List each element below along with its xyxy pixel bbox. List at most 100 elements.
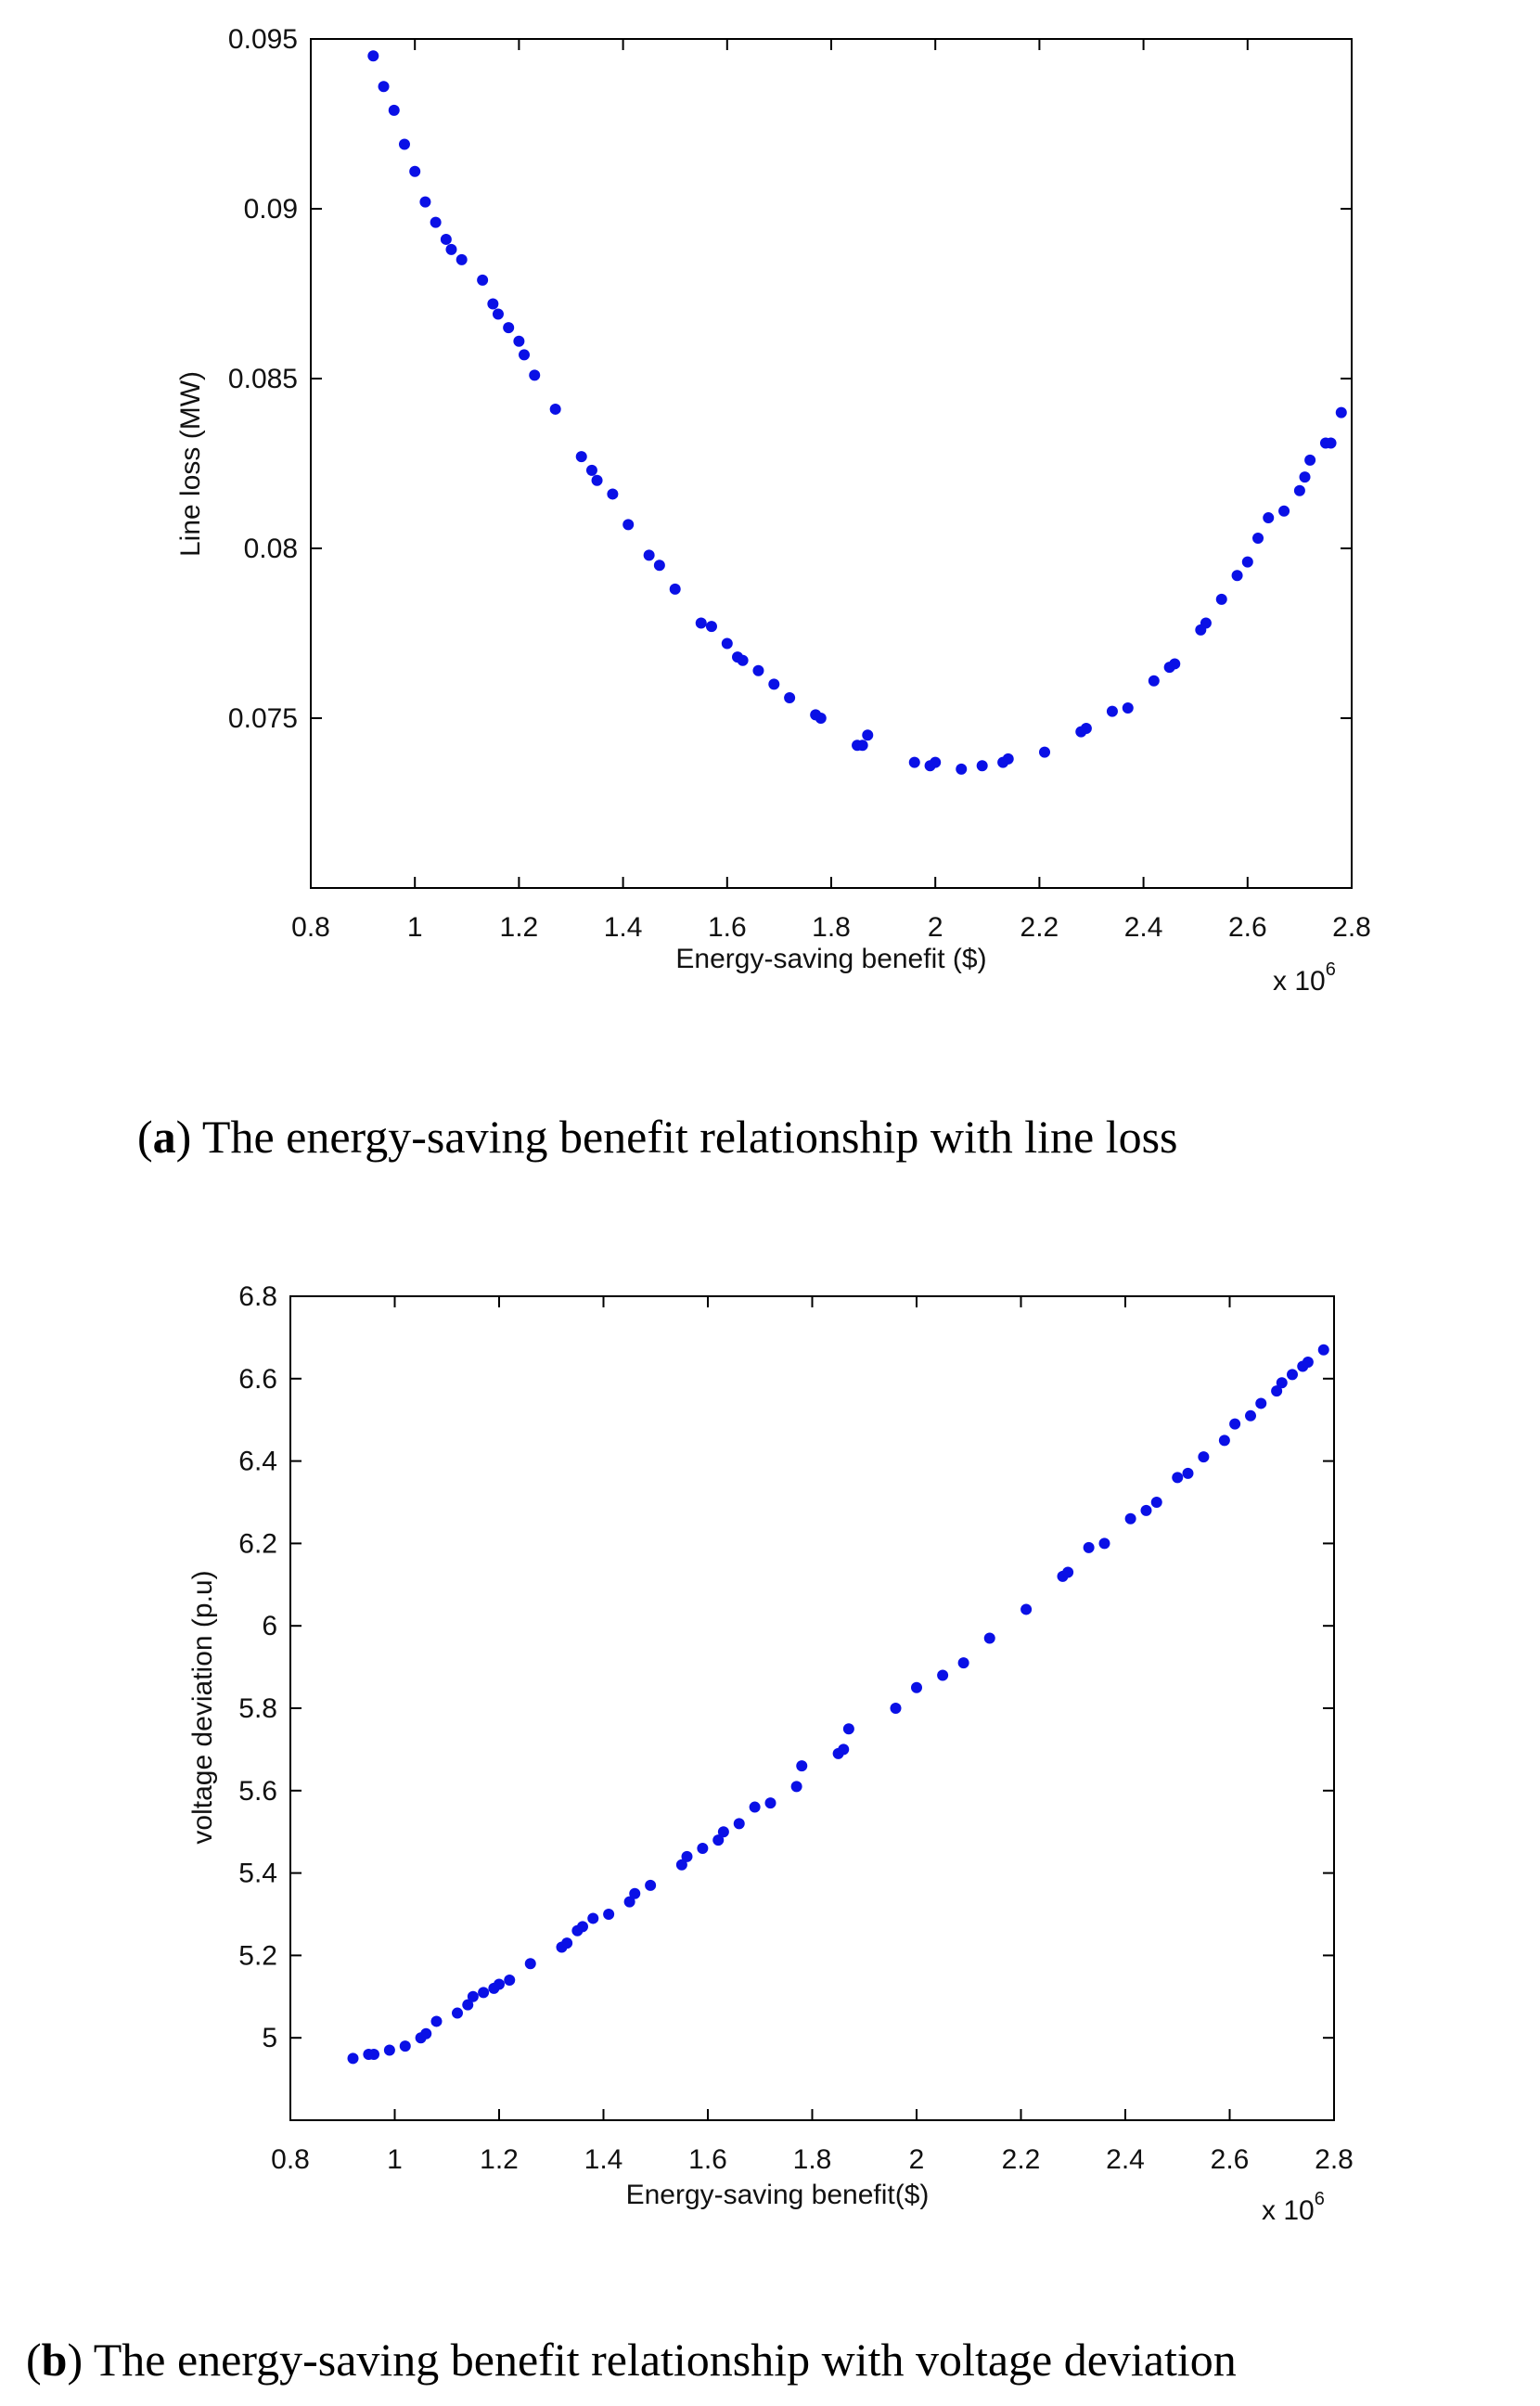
chart-b-y-tick-label: 5.4: [238, 1859, 277, 1889]
chart-b-data-point: [452, 2007, 463, 2019]
chart-b-y-tick-label: 5.2: [238, 1940, 277, 1971]
chart-a-data-point: [519, 349, 531, 361]
chart-a-data-point: [409, 165, 421, 177]
chart-b-x-tick-label: 2: [909, 2144, 925, 2175]
chart-a-x-tick-label: 1.2: [500, 912, 539, 943]
chart-b-data-point: [645, 1879, 657, 1891]
chart-a-data-point: [653, 560, 665, 572]
chart-a-y-tick-label: 0.075: [228, 703, 298, 734]
chart-b-data-point: [1150, 1497, 1162, 1508]
chart-a-x-tick-label: 2: [928, 912, 943, 943]
caption-b-letter: b: [42, 2334, 68, 2386]
chart-a-data-point: [1231, 570, 1243, 582]
chart-b-data-point: [629, 1887, 641, 1899]
chart-a-data-point: [419, 196, 431, 208]
chart-b-y-tick-label: 6.6: [238, 1364, 277, 1395]
chart-a-x-tick-label: 1: [407, 912, 423, 943]
chart-a-data-point: [607, 488, 619, 500]
chart-b-y-tick-label: 6.2: [238, 1528, 277, 1559]
chart-b-data-point: [478, 1987, 490, 1999]
chart-a-x-tick-label: 1.4: [604, 912, 643, 943]
chart-b-data-point: [681, 1850, 693, 1862]
chart-a-data-point: [768, 678, 780, 690]
chart-a-y-tick-label: 0.09: [244, 194, 298, 225]
chart-a-x-tick-label: 1.8: [812, 912, 851, 943]
chart-a-x-tick-label: 1.6: [708, 912, 747, 943]
chart-b-x-tick-label: 1.8: [793, 2144, 832, 2175]
chart-a-data-point: [1080, 722, 1092, 734]
chart-b-data-point: [623, 1896, 635, 1908]
chart-b-data-point: [467, 1990, 479, 2002]
chart-a-data-point: [930, 756, 942, 768]
chart-a-data-point: [1325, 437, 1337, 449]
chart-a-data-point: [1122, 702, 1134, 714]
chart-b-data-point: [1317, 1344, 1329, 1356]
chart-b-y-label: voltage deviation (p.u): [187, 1570, 218, 1844]
chart-a-data-point: [695, 617, 707, 629]
chart-a-data-point: [784, 692, 796, 704]
chart-a-data-point: [737, 654, 749, 666]
chart-b-data-point: [1140, 1504, 1152, 1516]
chart-a-data-point: [513, 335, 525, 347]
chart-b-data-point: [1245, 1409, 1256, 1422]
chart-a-data-point: [1252, 533, 1264, 545]
chart-b-x-multiplier-exponent: 6: [1315, 2189, 1325, 2209]
chart-a-data-point: [1200, 617, 1212, 629]
chart-b-x-label: Energy-saving benefit($): [626, 2180, 930, 2210]
chart-a-x-tick-label: 2.2: [1020, 912, 1059, 943]
chart-b-data-point: [1172, 1472, 1184, 1484]
chart-b-x-ticks: 0.8 1 1.2 1.4 1.6 1.8 2 2.2 2.4 2.6 2.8: [271, 1296, 1354, 2175]
chart-b-data-point: [1020, 1603, 1033, 1615]
chart-b-x-tick-label: 1: [387, 2144, 403, 2175]
chart-a-x-label: Energy-saving benefit ($): [675, 944, 986, 974]
chart-a-data-point: [1278, 505, 1290, 517]
chart-a-x-tick-label: 2.6: [1228, 912, 1267, 943]
chart-a-x-multiplier-base: x 10: [1273, 966, 1326, 997]
chart-b-x-tick-label: 2.6: [1211, 2144, 1250, 2175]
chart-b-data-point: [462, 1999, 474, 2011]
chart-a-data-point: [705, 621, 717, 633]
chart-b-x-tick-label: 2.8: [1315, 2144, 1354, 2175]
chart-a-x-multiplier: x 106: [1273, 959, 1336, 997]
chart-a-data-point: [575, 451, 587, 463]
chart-a-y-label: Line loss (MW): [175, 371, 206, 557]
chart-b-x-tick-label: 1.6: [688, 2144, 727, 2175]
chart-a-y-tick-label: 0.085: [228, 364, 298, 394]
chart-a-data-point: [752, 664, 764, 676]
chart-b-plot-frame: [289, 1295, 1335, 2121]
chart-a-x-tick-label: 2.4: [1124, 912, 1163, 943]
chart-b-data-point: [1124, 1512, 1136, 1525]
chart-b-data-point: [1255, 1397, 1267, 1409]
caption-b: (b) The energy-saving benefit relationsh…: [26, 2334, 1237, 2386]
chart-a-y-ticks: 0.075 0.08 0.085 0.09 0.095: [228, 24, 1352, 734]
chart-b-y-tick-label: 5.6: [238, 1776, 277, 1807]
chart-b-data-point: [749, 1801, 761, 1813]
chart-b-data-point: [712, 1834, 725, 1846]
chart-b-data-point: [957, 1657, 969, 1669]
chart-a-data-point: [956, 763, 968, 775]
chart-a-x-ticks: 0.8 1 1.2 1.4 1.6 1.8 2 2.2 2.4 2.6 2.8: [291, 39, 1371, 943]
chart-a-points: [367, 50, 1347, 775]
chart-b-data-point: [1229, 1418, 1241, 1430]
chart-a-data-point: [1215, 593, 1227, 605]
chart-b-x-tick-label: 2.2: [1002, 2144, 1041, 2175]
chart-a-data-point: [487, 298, 499, 310]
chart-b-data-point: [717, 1826, 729, 1838]
chart-b-data-point: [368, 2048, 379, 2060]
chart-b-data-point: [383, 2044, 395, 2056]
chart-b-data-point: [1302, 1357, 1314, 1369]
chart-b-y-tick-label: 6.8: [238, 1281, 277, 1312]
chart-b-x-tick-label: 1.2: [480, 2144, 519, 2175]
chart-b-data-point: [561, 1937, 573, 1949]
chart-a-data-point: [503, 322, 515, 334]
chart-a-data-point: [1002, 753, 1014, 765]
chart-b-data-point: [420, 2027, 432, 2039]
chart-b: 0.8 1 1.2 1.4 1.6 1.8 2 2.2 2.4 2.6 2.8 5 5.2 5.4 5.6…: [187, 1281, 1354, 2226]
chart-a-data-point: [1335, 406, 1347, 418]
chart-b-data-point: [524, 1958, 536, 1970]
chart-a-data-point: [456, 253, 468, 265]
chart-a-data-point: [1039, 746, 1051, 758]
chart-a-data-point: [669, 583, 681, 595]
caption-a-text: The energy-saving benefit relationship w…: [202, 1111, 1178, 1163]
